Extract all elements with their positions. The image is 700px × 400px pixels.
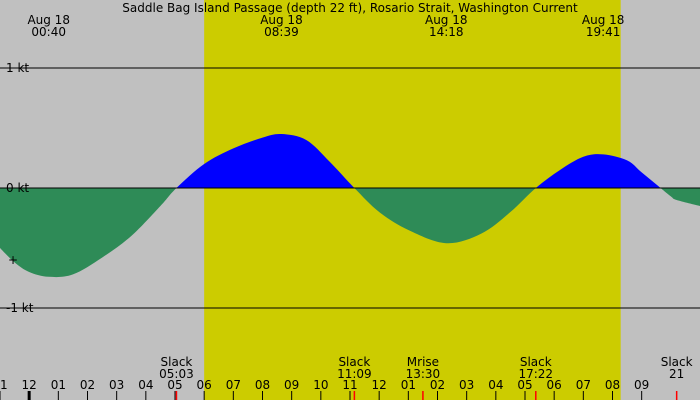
top-date-label: Aug 18 [582,13,625,27]
hour-tick-label: 03 [109,378,124,392]
event-time-label: 13:30 [406,367,441,381]
top-time-label: 19:41 [586,25,621,39]
hour-tick-label: 04 [138,378,153,392]
hour-tick-label: 02 [80,378,95,392]
top-date-label: Aug 18 [27,13,70,27]
hour-tick-label: 10 [313,378,328,392]
event-name-label: Slack [161,355,193,369]
hour-tick-label: 11 [0,378,8,392]
hour-tick-label: 04 [488,378,503,392]
top-time-label: 14:18 [429,25,464,39]
hour-tick-label: 02 [430,378,445,392]
hour-tick-label: 08 [255,378,270,392]
hour-tick-label: 12 [22,378,37,392]
y-tick-label: 0 kt [6,181,29,195]
y-marker-plus: + [8,253,18,267]
hour-tick-label: 03 [459,378,474,392]
hour-tick-label: 09 [634,378,649,392]
event-name-label: Slack [520,355,552,369]
top-time-label: 00:40 [31,25,66,39]
event-time-label: 05:03 [159,367,194,381]
event-name-label: Mrise [407,355,439,369]
top-time-label: 08:39 [264,25,299,39]
event-time-label: 17:22 [518,367,553,381]
hour-tick-label: 01 [401,378,416,392]
ebb-area [0,188,700,278]
midnight-marker [27,391,31,400]
y-tick-label: -1 kt [6,301,34,315]
event-name-label: Slack [338,355,370,369]
top-date-label: Aug 18 [260,13,303,27]
hour-tick-label: 07 [226,378,241,392]
hour-tick-label: 09 [284,378,299,392]
chart-title: Saddle Bag Island Passage (depth 22 ft),… [122,1,578,15]
event-time-label: 21 [669,367,684,381]
hour-tick-label: 08 [605,378,620,392]
event-time-label: 11:09 [337,367,372,381]
y-tick-label: 1 kt [6,61,29,75]
event-name-label: Slack [661,355,693,369]
hour-tick-label: 12 [372,378,387,392]
top-date-label: Aug 18 [425,13,468,27]
hour-tick-label: 11 [342,378,357,392]
hour-tick-label: 06 [547,378,562,392]
hour-tick-label: 05 [517,378,532,392]
hour-tick-label: 01 [51,378,66,392]
hour-tick-label: 07 [576,378,591,392]
hour-tick-label: 06 [197,378,212,392]
flood-area [0,133,700,188]
hour-tick-label: 05 [167,378,182,392]
